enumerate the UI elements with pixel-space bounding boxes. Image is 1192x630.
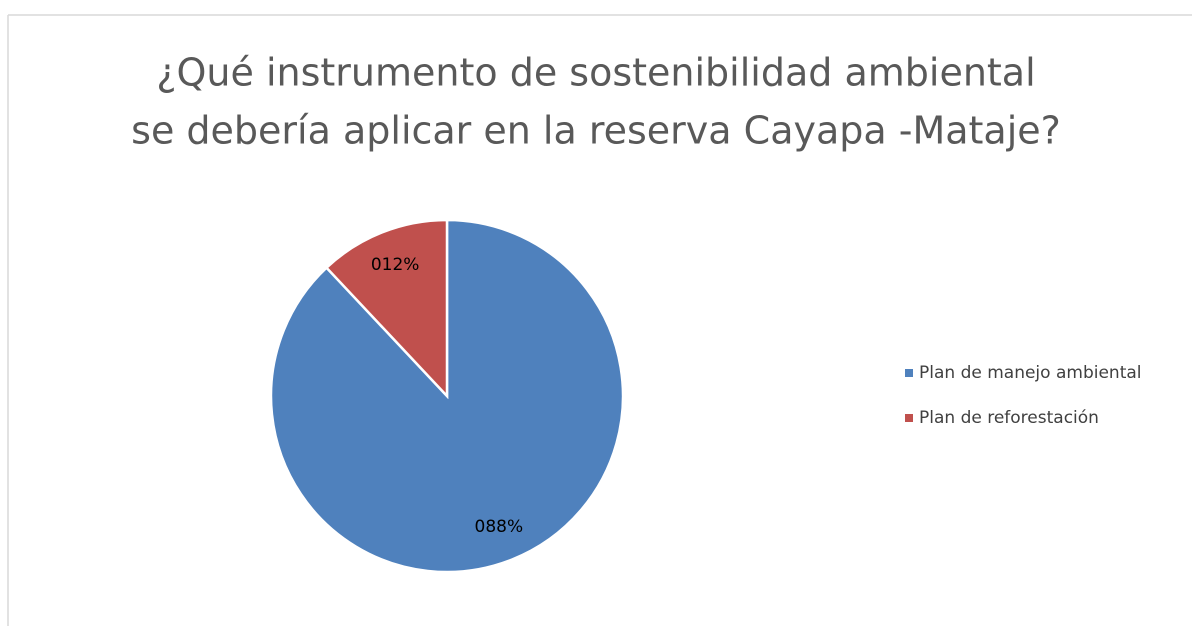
data-label: 012% [371,255,420,275]
legend-swatch [905,414,913,422]
chart-title: se debería aplicar en la reserva Cayapa … [131,109,1061,153]
pie-slice [269,218,625,574]
legend-swatch [905,369,913,377]
legend-label: Plan de manejo ambiental [919,363,1142,383]
chart-title: ¿Qué instrumento de sostenibilidad ambie… [156,51,1035,95]
pie-slice [324,218,449,400]
data-label: 088% [475,517,524,537]
legend-label: Plan de reforestación [919,408,1099,428]
